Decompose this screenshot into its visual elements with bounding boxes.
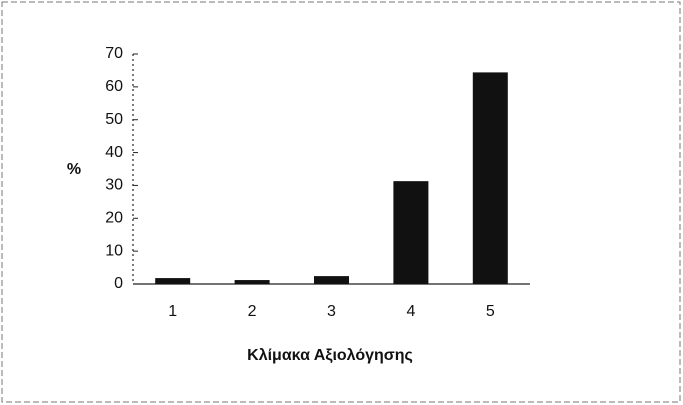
y-tick-label: 0 xyxy=(114,275,123,292)
y-tick-label: 20 xyxy=(105,210,123,227)
x-axis-label: Κλίμακα Αξιολόγησης xyxy=(247,347,413,364)
x-tick-label: 4 xyxy=(406,303,415,320)
y-tick-label: 60 xyxy=(105,78,123,95)
bar xyxy=(314,276,349,284)
y-tick-label: 10 xyxy=(105,242,123,259)
bar xyxy=(393,181,429,284)
x-tick-label: 2 xyxy=(248,303,257,320)
bar xyxy=(234,280,270,284)
y-tick-label: 30 xyxy=(105,177,123,194)
x-tick-label: 5 xyxy=(486,303,495,320)
y-tick-label: 50 xyxy=(105,111,123,128)
x-tick-label: 3 xyxy=(327,303,336,320)
y-tick-label: 70 xyxy=(105,45,123,62)
y-axis-label: % xyxy=(67,161,81,178)
bar xyxy=(472,72,508,285)
x-tick-label: 1 xyxy=(168,303,177,320)
y-tick-label: 40 xyxy=(105,144,123,161)
bar xyxy=(155,278,191,284)
